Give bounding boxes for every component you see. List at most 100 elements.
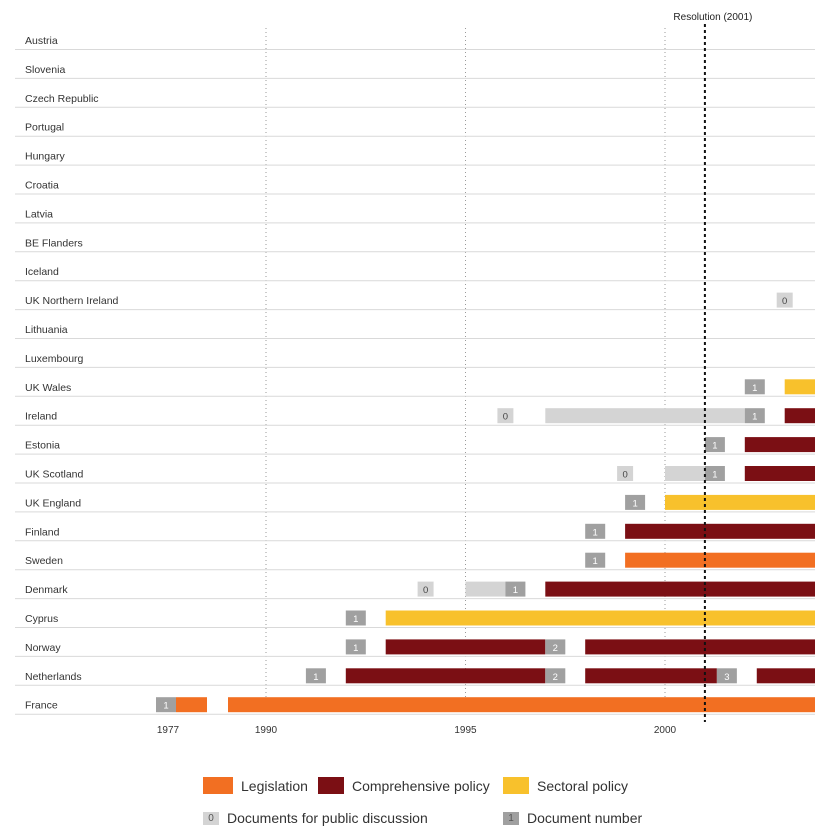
country-label: UK England [25,497,81,509]
marker-label: 1 [353,643,358,654]
country-label: Luxembourg [25,353,84,365]
marker-label: 1 [712,470,717,481]
country-label: Estonia [25,440,60,452]
legend-item-discussion: 0 Documents for public discussion [203,810,428,826]
document-marker [545,639,566,655]
country-label: Latvia [25,208,53,220]
country-label: Slovenia [25,64,65,76]
x-tick-label: 1977 [157,725,180,736]
legend-symbol-document: 1 [503,811,519,825]
discussion-marker [497,408,514,424]
document-marker [704,437,725,453]
marker-label: 0 [622,470,627,481]
country-label: Sweden [25,555,63,567]
resolution-annotation: Resolution (2001) [673,12,752,23]
marker-label: 1 [593,527,598,538]
legend-label-discussion: Documents for public discussion [227,810,428,826]
document-marker [585,523,606,539]
bar-segment-comprehensive [585,639,815,655]
document-marker [345,610,366,626]
legend-label-document: Document number [527,810,643,826]
marker-label: 1 [632,498,637,509]
country-label: France [25,700,58,712]
bar-segment-comprehensive [756,668,815,684]
country-label: Norway [25,642,61,654]
marker-label: 1 [752,383,757,394]
country-label: Croatia [25,180,59,192]
document-marker [744,408,765,424]
country-label: Hungary [25,151,65,163]
discussion-marker [776,292,793,308]
marker-label: 1 [313,672,318,683]
legend-swatch-sectoral [503,777,529,794]
country-label: Lithuania [25,324,68,336]
country-label: Portugal [25,122,64,134]
country-label: Czech Republic [25,93,99,105]
bar-segment-sectoral [784,379,815,395]
document-marker [545,668,566,684]
legend-item-document: 1 Document number [503,810,642,826]
document-marker [505,581,526,597]
bar-segment-discussion_span [465,581,506,597]
marker-label: 1 [593,556,598,567]
bar-segment-discussion_span [545,408,745,424]
bar-segment-discussion_span [665,466,705,481]
bar-segment-legislation [625,552,815,568]
document-marker [305,668,326,684]
country-label: Iceland [25,266,59,278]
legend-symbol-discussion: 0 [203,811,219,825]
bar-segment-legislation [228,697,815,713]
marker-label: 0 [503,412,508,423]
bar-segment-comprehensive [385,639,546,655]
bar-segment-comprehensive [585,668,717,684]
document-marker [716,668,737,684]
document-marker [156,697,176,713]
marker-label: 0 [423,585,428,596]
document-marker [704,466,725,481]
marker-label: 1 [353,614,358,625]
x-tick-label: 2000 [654,725,677,736]
document-marker [744,379,765,395]
marker-label: 1 [712,441,717,452]
country-label: Austria [25,35,58,47]
bar-segment-comprehensive [784,408,815,424]
bar-segment-comprehensive [744,437,815,453]
marker-label: 3 [724,672,729,683]
document-marker [585,552,606,568]
country-label: Finland [25,526,60,538]
bar-segment-comprehensive [625,523,815,539]
legend-swatch-legislation [203,777,233,794]
marker-label: 2 [553,672,558,683]
country-label: Netherlands [25,671,82,683]
marker-label: 1 [752,412,757,423]
legend-label-legislation: Legislation [241,777,308,794]
country-label: BE Flanders [25,237,83,249]
legend-label-sectoral: Sectoral policy [537,777,629,794]
country-label: UK Northern Ireland [25,295,119,307]
policy-timeline-chart: Austria 1 Slovenia 1 Czech Republic 1 Portugal… [15,12,815,736]
discussion-marker [417,581,434,597]
bar-segment-comprehensive [545,581,815,597]
document-marker [625,494,646,510]
discussion-marker [617,466,634,481]
country-label: Denmark [25,584,68,596]
country-label: UK Wales [25,382,71,394]
bar-segment-legislation [176,697,207,713]
marker-label: 1 [163,701,168,712]
legend-label-comprehensive: Comprehensive policy [352,777,490,794]
bar-segment-comprehensive [744,466,815,481]
legend-item-legislation: Legislation [203,777,308,794]
marker-label: 2 [553,643,558,654]
bar-segment-comprehensive [345,668,546,684]
legend-swatch-comprehensive [318,777,344,794]
marker-label: 0 [782,296,787,307]
marker-label: 1 [513,585,518,596]
bar-segment-sectoral [665,494,815,510]
country-label: Cyprus [25,613,58,625]
legend-item-comprehensive: Comprehensive policy [318,777,490,794]
legend: Legislation Comprehensive policy Sectora… [0,770,815,826]
country-label: Ireland [25,411,57,423]
bar-segment-sectoral [385,610,815,626]
x-tick-label: 1990 [255,725,278,736]
legend-item-sectoral: Sectoral policy [503,777,628,794]
